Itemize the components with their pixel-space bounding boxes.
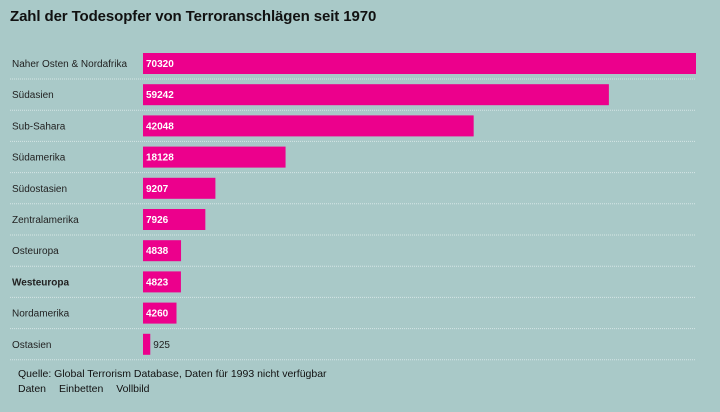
bar-westeuropa (143, 271, 181, 293)
category-label-nordamerika: Nordamerika (12, 309, 70, 320)
bar-naher-osten-and-nordafrika (143, 53, 696, 74)
bar-suedamerika (143, 146, 286, 168)
bar-suedasien (143, 84, 609, 106)
bar-zentralamerika (143, 209, 206, 230)
value-label-suedostasien: 9207 (146, 184, 169, 195)
value-label-nordamerika: 4260 (146, 309, 169, 320)
category-label-sub-sahara: Sub-Sahara (12, 121, 66, 132)
category-label-ostasien: Ostasien (12, 340, 51, 351)
category-label-naher-osten-and-nordafrika: Naher Osten & Nordafrika (12, 59, 127, 70)
value-label-zentralamerika: 7926 (146, 215, 169, 226)
chart-title: Zahl der Todesopfer von Terroranschlägen… (10, 8, 377, 25)
value-label-osteuropa: 4838 (146, 246, 169, 257)
category-label-westeuropa: Westeuropa (12, 277, 69, 288)
bar-nordamerika (143, 302, 177, 324)
category-label-suedasien: Südasien (12, 90, 54, 101)
category-label-suedostasien: Südostasien (12, 184, 67, 195)
bar-suedostasien (143, 177, 216, 199)
source-note: Quelle: Global Terrorism Database, Daten… (18, 368, 327, 380)
value-label-westeuropa: 4823 (146, 277, 169, 288)
value-label-suedasien: 59242 (146, 90, 174, 101)
fullscreen-link[interactable]: Vollbild (116, 383, 150, 395)
value-label-naher-osten-and-nordafrika: 70320 (146, 59, 174, 70)
embed-link[interactable]: Einbetten (58, 383, 104, 395)
category-label-zentralamerika: Zentralamerika (12, 215, 79, 226)
bar-ostasien (143, 333, 151, 355)
data-link[interactable]: Daten (18, 383, 47, 395)
value-label-sub-sahara: 42048 (146, 121, 174, 132)
category-label-suedamerika: Südamerika (12, 153, 66, 164)
value-label-suedamerika: 18128 (146, 153, 174, 164)
bar-osteuropa (143, 240, 182, 262)
category-label-osteuropa: Osteuropa (12, 246, 59, 257)
value-label-ostasien: 925 (153, 340, 170, 351)
bar-sub-sahara (143, 115, 474, 137)
footer-links: Daten Einbetten Vollbild (18, 383, 160, 395)
